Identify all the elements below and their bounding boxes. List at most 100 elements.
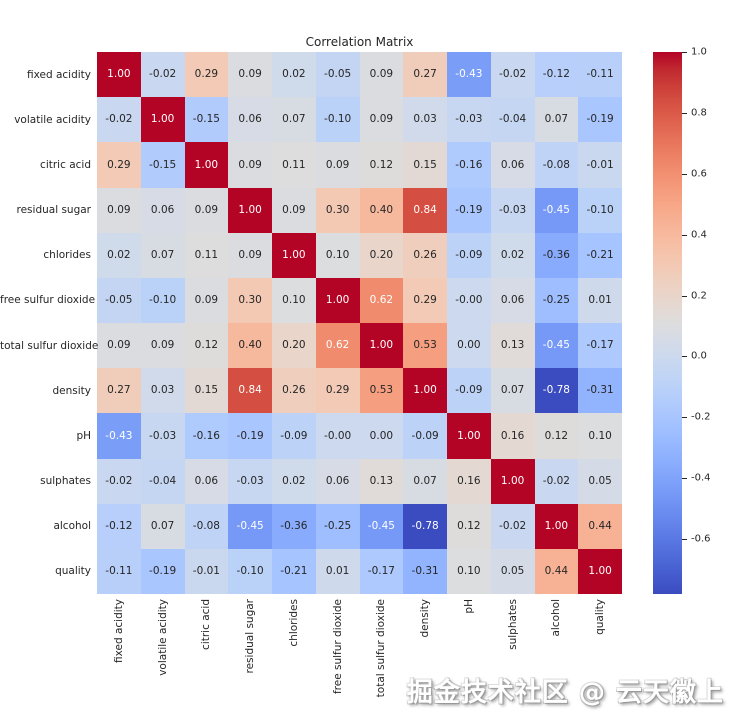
y-axis-label: total sulfur dioxide: [0, 339, 99, 352]
y-axis-label: free sulfur dioxide: [0, 294, 96, 307]
heatmap-cell: 0.26: [403, 232, 447, 278]
x-axis-label: residual sugar: [244, 599, 257, 674]
heatmap-cell: 0.03: [140, 368, 185, 414]
heatmap-cell: -0.04: [490, 97, 535, 143]
heatmap-cell: 0.06: [315, 458, 360, 504]
heatmap-cell: -0.21: [578, 232, 622, 278]
colorbar-tick-label: -0.2: [691, 411, 711, 423]
heatmap-cell: 0.27: [97, 368, 141, 414]
heatmap-cell: 1.00: [97, 52, 141, 98]
heatmap-cell: -0.45: [534, 323, 579, 369]
heatmap-cell: -0.09: [447, 232, 491, 278]
heatmap-cell: -0.12: [97, 503, 141, 549]
heatmap-cell: -0.45: [359, 503, 404, 549]
heatmap-cell: 0.02: [272, 458, 316, 504]
heatmap-cell: 0.09: [97, 323, 141, 369]
heatmap-cell: 0.11: [184, 232, 229, 278]
colorbar-tick: [682, 478, 687, 480]
heatmap-cell: 1.00: [315, 277, 360, 323]
colorbar-tick: [682, 234, 687, 236]
heatmap-cell: -0.01: [184, 548, 229, 594]
x-axis-label: density: [419, 599, 432, 638]
heatmap-cell: -0.10: [315, 97, 360, 143]
heatmap-cell: 0.02: [272, 52, 316, 98]
heatmap-cell: 0.06: [490, 277, 535, 323]
heatmap-cell: 0.40: [228, 323, 272, 369]
heatmap-cell: 1.00: [578, 548, 622, 594]
y-axis-label: sulphates: [40, 475, 91, 488]
colorbar-tick: [682, 539, 687, 541]
heatmap-cell: -0.08: [534, 142, 579, 188]
heatmap-cell: 0.53: [403, 323, 447, 369]
colorbar-tick: [682, 417, 687, 419]
colorbar-tick: [682, 173, 687, 175]
y-axis-label: residual sugar: [16, 204, 91, 217]
y-axis-label: alcohol: [53, 520, 91, 533]
heatmap-cell: 0.16: [490, 413, 535, 459]
heatmap-cell: -0.21: [272, 548, 316, 594]
heatmap-cell: 0.05: [490, 548, 535, 594]
heatmap-cell: -0.25: [534, 277, 579, 323]
heatmap-cell: 0.13: [359, 458, 404, 504]
x-axis-label: chlorides: [287, 599, 300, 647]
heatmap-cell: -0.00: [315, 413, 360, 459]
x-axis-label: quality: [594, 599, 607, 635]
heatmap-cell: -0.17: [578, 323, 622, 369]
heatmap-grid: 1.00 -0.02 0.29 0.09 0.02 -0.05 0.09 0.27 -0.43-…: [97, 52, 622, 594]
x-axis-label: fixed acidity: [112, 599, 125, 664]
heatmap-cell: 0.40: [359, 187, 404, 233]
heatmap-cell: 0.09: [140, 323, 185, 369]
x-axis-label: alcohol: [550, 599, 563, 637]
heatmap-cell: -0.09: [447, 368, 491, 414]
heatmap-cell: 0.10: [578, 413, 622, 459]
colorbar-tick-label: 1.0: [691, 46, 707, 58]
colorbar-tick-label: 0.4: [691, 229, 707, 241]
heatmap-cell: -0.04: [140, 458, 185, 504]
heatmap-cell: -0.10: [228, 548, 272, 594]
heatmap-cell: 0.06: [228, 97, 272, 143]
heatmap-cell: -0.01: [578, 142, 622, 188]
heatmap-cell: 0.09: [184, 187, 229, 233]
x-axis-label: citric acid: [200, 599, 213, 650]
heatmap-cell: 1.00: [228, 187, 272, 233]
heatmap-cell: 0.84: [403, 187, 447, 233]
y-axis-label: pH: [76, 429, 91, 442]
heatmap-cell: 0.12: [359, 142, 404, 188]
heatmap-cell: 0.05: [578, 458, 622, 504]
heatmap-cell: 0.10: [272, 277, 316, 323]
heatmap-cell: 0.06: [490, 142, 535, 188]
heatmap-cell: -0.10: [578, 187, 622, 233]
heatmap-cell: 0.12: [534, 413, 579, 459]
heatmap-cell: -0.15: [140, 142, 185, 188]
heatmap-cell: -0.02: [490, 503, 535, 549]
heatmap-cell: 0.06: [140, 187, 185, 233]
heatmap-cell: -0.45: [228, 503, 272, 549]
heatmap-cell: 0.07: [272, 97, 316, 143]
heatmap-cell: 0.12: [447, 503, 491, 549]
heatmap-cell: 0.03: [403, 97, 447, 143]
heatmap-cell: -0.31: [403, 548, 447, 594]
heatmap-cell: 0.53: [359, 368, 404, 414]
heatmap-cell: 0.09: [359, 97, 404, 143]
heatmap-cell: 0.09: [184, 277, 229, 323]
heatmap-cell: 1.00: [184, 142, 229, 188]
colorbar-tick: [682, 295, 687, 297]
heatmap-cell: -0.19: [228, 413, 272, 459]
heatmap-cell: -0.16: [184, 413, 229, 459]
heatmap-cell: -0.09: [403, 413, 447, 459]
heatmap-cell: 0.09: [228, 52, 272, 98]
heatmap-cell: 0.29: [315, 368, 360, 414]
heatmap-cell: -0.03: [447, 97, 491, 143]
heatmap-cell: 0.02: [490, 232, 535, 278]
heatmap-cell: 0.62: [359, 277, 404, 323]
heatmap-cell: 1.00: [359, 323, 404, 369]
heatmap-cell: -0.02: [97, 97, 141, 143]
heatmap-cell: 0.84: [228, 368, 272, 414]
colorbar-tick-label: 0.6: [691, 168, 707, 180]
heatmap-cell: -0.78: [534, 368, 579, 414]
y-axis-label: citric acid: [40, 158, 91, 171]
heatmap-cell: -0.05: [97, 277, 141, 323]
heatmap-cell: -0.09: [272, 413, 316, 459]
heatmap-cell: 0.16: [447, 458, 491, 504]
heatmap-cell: 0.01: [578, 277, 622, 323]
